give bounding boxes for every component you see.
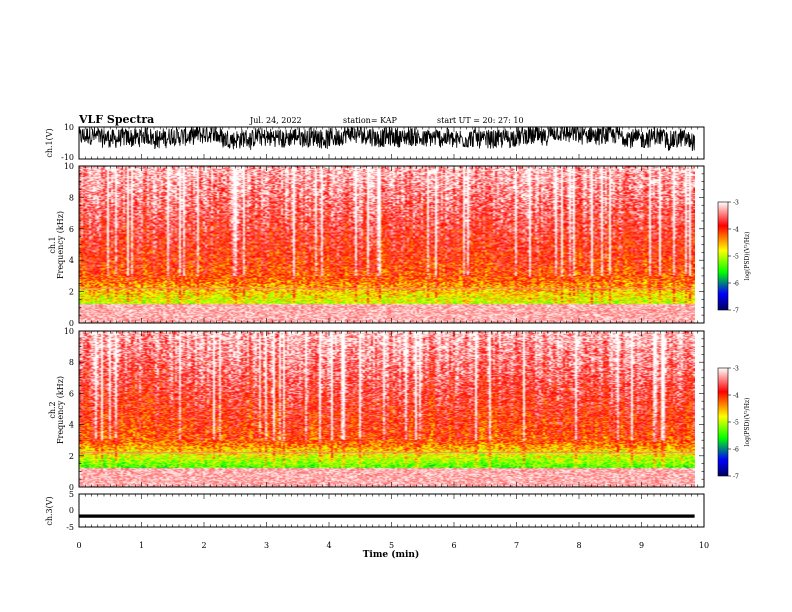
- x-tick-label: 2: [201, 541, 206, 550]
- x-tick-label: 10: [699, 541, 709, 550]
- ch1-waveform-panel: 10 -10 ch.1(V): [45, 123, 705, 162]
- x-tick-label: 6: [451, 541, 456, 550]
- ch1-spectrogram-panel: 10 8 6 4 2 0 ch.1 Frequency (kHz): [48, 162, 705, 328]
- colorbar-tick-label: -6: [733, 281, 739, 288]
- x-tick-label: 9: [639, 541, 644, 550]
- ch3-ytick-mid: 0: [69, 506, 74, 515]
- ch2-colorbar: -3 -4 -5 -6 -7 log(PSD)(V²/Hz): [717, 366, 751, 481]
- ch3-waveform-ylabel: ch.3(V): [45, 496, 54, 525]
- x-tick-label: 8: [576, 541, 581, 550]
- x-tick-label: 7: [514, 541, 519, 550]
- y-tick-label: 4: [69, 421, 74, 430]
- ch1-colorbar-label: log(PSD)(V²/Hz): [744, 232, 751, 281]
- y-tick-label: 2: [69, 452, 74, 461]
- ch3-ytick-top: 5: [69, 490, 74, 499]
- x-tick-label: 5: [389, 541, 394, 550]
- x-tick-labels: 0 1 2 3 4 5 6 7 8 9 10: [76, 541, 709, 550]
- ch1-spectrogram-ylabel-channel: ch.1: [48, 236, 57, 253]
- x-tick-label: 3: [264, 541, 269, 550]
- colorbar-tick-label: -5: [733, 420, 739, 427]
- y-tick-label: 2: [69, 288, 74, 297]
- y-tick-label: 4: [69, 256, 74, 265]
- ch2-colorbar-label: log(PSD)(V²/Hz): [744, 398, 751, 447]
- ch1-ytick-bottom: -10: [61, 153, 74, 162]
- ch1-ytick-top: 10: [64, 123, 74, 132]
- colorbar-tick-label: -3: [733, 366, 739, 373]
- ch1-waveform-line: [78, 125, 695, 152]
- colorbar-tick-label: -5: [733, 254, 739, 261]
- colorbar-tick-label: -3: [733, 200, 739, 207]
- ch2-spectrogram-ylabel-freq: Frequency (kHz): [56, 376, 65, 444]
- station-label: station= KAP: [343, 116, 398, 125]
- y-tick-label: 10: [64, 327, 74, 336]
- ch1-waveform-ylabel: ch.1(V): [45, 128, 54, 157]
- ch2-spectrogram-panel: 10 8 6 4 2 0 ch.2 Frequency (kHz): [48, 327, 705, 492]
- date-label: Jul. 24, 2022: [249, 116, 302, 125]
- y-tick-label: 6: [69, 389, 74, 398]
- ch1-spectrogram-image: [79, 166, 695, 323]
- colorbar-tick-label: -7: [733, 474, 739, 481]
- y-tick-label: 0: [69, 483, 74, 492]
- x-tick-label: 0: [76, 541, 81, 550]
- y-tick-label: 0: [69, 319, 74, 328]
- x-tick-label: 4: [326, 541, 331, 550]
- colorbar-tick-label: -4: [733, 227, 739, 234]
- x-axis-label: Time (min): [363, 549, 420, 560]
- figure-title: VLF Spectra: [78, 113, 154, 126]
- ch1-colorbar: -3 -4 -5 -6 -7 log(PSD)(V²/Hz): [717, 200, 751, 315]
- start-time-label: start UT = 20: 27: 10: [437, 116, 524, 125]
- colorbar-tick-label: -4: [733, 393, 739, 400]
- ch3-ytick-bottom: -5: [66, 523, 74, 532]
- y-tick-label: 8: [69, 193, 74, 202]
- ch1-spectrogram-ylabel-freq: Frequency (kHz): [56, 211, 65, 279]
- colorbar-tick-label: -6: [733, 447, 739, 454]
- colorbar-tick-label: -7: [733, 308, 739, 315]
- y-tick-label: 6: [69, 225, 74, 234]
- x-tick-label: 1: [139, 541, 144, 550]
- ch2-spectrogram-image: [79, 331, 695, 487]
- y-tick-label: 8: [69, 358, 74, 367]
- ch1-colorbar-gradient: [717, 201, 729, 311]
- ch2-spectrogram-ylabel-channel: ch.2: [48, 401, 57, 418]
- ch3-waveform-band: [79, 514, 695, 518]
- ch2-colorbar-gradient: [717, 367, 729, 477]
- ch3-waveform-panel: 5 0 -5 ch.3(V) 0 1 2 3 4 5 6 7 8 9 10 Time (min): [45, 490, 709, 560]
- y-tick-label: 10: [64, 162, 74, 171]
